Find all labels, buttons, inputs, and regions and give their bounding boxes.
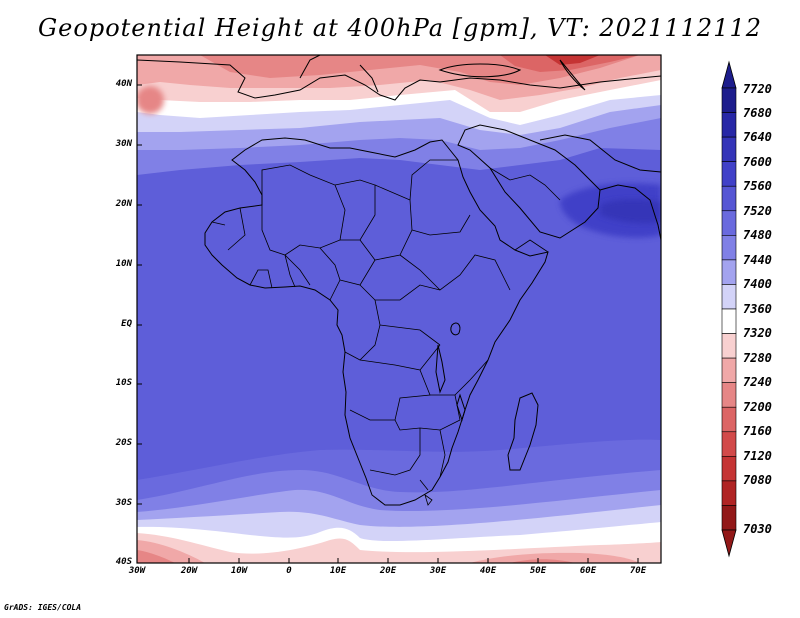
colorbar-swatch [721,259,737,285]
lon-label-30w: 30W [128,566,146,576]
lon-label-30e: 30E [429,566,447,576]
colorbar-swatch [721,333,737,359]
colorbar-swatch [721,112,737,138]
country-borders [211,159,561,506]
colorbar-swatch [721,382,737,408]
colorbar-label: 7720 [743,82,772,96]
lon-label-20e: 20E [379,566,397,576]
lat-label-10s: 10S [115,378,132,388]
colorbar-label: 7280 [743,351,772,365]
colorbar-label: 7120 [743,449,772,463]
colorbar-label: 7560 [743,179,772,193]
colorbar-label: 7200 [743,400,772,414]
colorbar-label: 7080 [743,473,772,487]
colorbar-swatch [721,87,737,113]
lat-label-eq: EQ [121,319,132,329]
colorbar-swatch [721,210,737,236]
lon-label-50e: 50E [529,566,547,576]
lat-label-30n: 30N [115,139,132,149]
lon-label-10e: 10E [329,566,347,576]
colorbar-label: 7360 [743,302,772,316]
lon-label-0: 0 [286,566,292,576]
lat-label-10n: 10N [115,259,132,269]
colorbar-label: 7030 [743,522,772,536]
colorbar-swatch [721,308,737,334]
colorbar-label: 7600 [743,155,772,169]
height-field [137,55,661,563]
colorbar-swatch [721,284,737,310]
colorbar-swatch [721,235,737,261]
colorbar-label: 7240 [743,375,772,389]
colorbar-swatch [721,456,737,482]
axis-ticks [137,84,639,563]
lon-label-60e: 60E [579,566,597,576]
lat-label-40s: 40S [115,557,132,567]
lat-label-30s: 30S [115,498,132,508]
colorbar-label: 7520 [743,204,772,218]
colorbar-label: 7680 [743,106,772,120]
colorbar-label: 7400 [743,277,772,291]
map-title: Geopotential Height at 400hPa [gpm], VT:… [38,14,762,42]
lat-label-20n: 20N [115,199,132,209]
colorbar-top-arrow [721,60,737,89]
lon-label-20w: 20W [180,566,198,576]
colorbar-swatch [721,480,737,506]
grads-credit: GrADS: IGES/COLA [4,603,82,612]
colorbar-swatch [721,185,737,212]
colorbar-swatch [721,406,737,433]
colorbar-swatch [721,161,737,187]
colorbar-label: 7160 [743,424,772,438]
colorbar-swatch [721,357,737,383]
colorbar-swatch [721,505,737,531]
lat-label-40n: 40N [115,79,132,89]
colorbar-swatch [721,136,737,162]
plot-frame [136,54,662,564]
colorbar-label: 7320 [743,326,772,340]
colorbar-swatch [721,431,737,457]
lon-label-70e: 70E [629,566,647,576]
colorbar-label: 7440 [743,253,772,267]
lon-label-40e: 40E [479,566,497,576]
lat-label-20s: 20S [115,438,132,448]
colorbar-bottom-arrow [721,529,737,558]
colorbar [721,60,737,558]
colorbar-label: 7640 [743,130,772,144]
lon-label-10w: 10W [230,566,248,576]
colorbar-label: 7480 [743,228,772,242]
